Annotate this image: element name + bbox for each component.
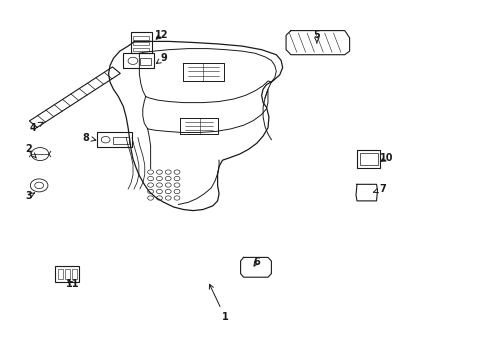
Text: 12: 12	[154, 30, 168, 40]
Bar	[140, 58, 150, 65]
Bar	[133, 48, 149, 51]
Bar	[356, 150, 380, 168]
Bar	[359, 153, 377, 165]
Bar	[133, 42, 149, 45]
Bar	[133, 36, 149, 40]
Text: 3: 3	[25, 191, 35, 201]
Bar	[65, 269, 70, 279]
Bar	[112, 137, 128, 144]
Text: 2: 2	[25, 144, 36, 158]
Bar	[123, 53, 153, 68]
Bar	[131, 32, 151, 53]
Bar	[97, 132, 132, 147]
Bar	[58, 269, 62, 279]
Text: 6: 6	[253, 257, 260, 267]
Text: 4: 4	[30, 122, 43, 133]
Text: 9: 9	[156, 53, 167, 63]
Text: 8: 8	[82, 132, 96, 143]
Text: 11: 11	[65, 279, 79, 289]
Text: 10: 10	[379, 153, 392, 163]
Bar	[72, 269, 77, 279]
Bar	[55, 266, 79, 282]
Text: 5: 5	[313, 30, 320, 43]
Text: 1: 1	[209, 284, 228, 322]
Text: 7: 7	[373, 184, 385, 194]
